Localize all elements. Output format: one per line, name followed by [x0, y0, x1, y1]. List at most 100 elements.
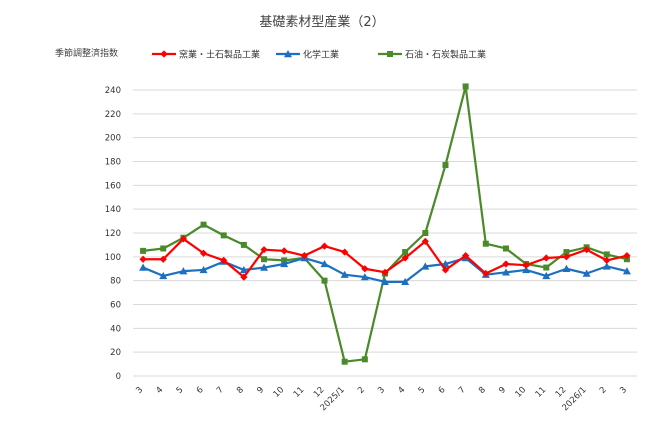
data-point: [602, 262, 611, 270]
legend-label: 窯業・土石製品工業: [179, 49, 260, 61]
data-point: [199, 265, 208, 274]
legend-marker: [387, 51, 393, 57]
data-point: [441, 266, 450, 274]
data-point: [603, 251, 610, 258]
data-point: [139, 255, 147, 263]
data-point: [462, 83, 469, 90]
data-point: [502, 260, 510, 268]
data-point: [300, 252, 308, 260]
data-point: [341, 358, 348, 365]
data-point: [603, 256, 611, 265]
x-tick-label: 7: [215, 385, 226, 396]
x-tick-label: 9: [255, 385, 266, 396]
data-point: [159, 255, 167, 263]
data-point: [623, 252, 631, 260]
data-point: [159, 271, 168, 280]
data-point: [260, 263, 269, 271]
x-tick-label: 4: [154, 385, 165, 396]
x-tick-label: 4: [396, 385, 407, 396]
data-point: [280, 247, 288, 255]
data-point: [220, 256, 228, 265]
x-tick-label: 10: [514, 385, 529, 400]
x-tick-label: 8: [235, 385, 246, 396]
y-tick-label: 240: [105, 86, 121, 96]
data-point: [179, 267, 188, 275]
legend-marker: [160, 50, 168, 58]
data-point: [239, 265, 248, 274]
data-point: [442, 162, 449, 169]
data-point: [340, 270, 349, 278]
data-point: [401, 254, 409, 262]
legend-label: 石油・石炭製品工業: [405, 49, 486, 61]
data-point: [422, 230, 429, 236]
x-tick-label: 12: [554, 385, 569, 400]
y-axis-label: 季節調整済指数: [55, 47, 118, 59]
data-point: [401, 277, 410, 286]
y-tick-label: 200: [105, 134, 121, 144]
data-point: [562, 253, 571, 261]
data-point: [140, 247, 147, 254]
data-point: [421, 237, 429, 245]
series-0: [139, 235, 631, 281]
x-tick-label: 11: [534, 385, 549, 400]
legend-item: 石油・石炭製品工業: [378, 49, 486, 61]
data-point: [482, 269, 490, 278]
x-tick-label: 12: [312, 385, 327, 400]
data-point: [563, 249, 570, 256]
data-point: [320, 242, 329, 250]
x-tick-label: 3: [134, 385, 145, 396]
data-point: [562, 264, 571, 272]
data-point: [361, 356, 368, 363]
x-tick-label: 3: [618, 385, 629, 396]
data-point: [260, 246, 268, 254]
data-point: [160, 245, 167, 252]
y-tick-label: 0: [116, 372, 121, 382]
x-tick-label: 5: [417, 385, 428, 396]
x-tick-label: 8: [477, 385, 488, 396]
data-point: [501, 268, 510, 276]
legend-label: 化学工業: [303, 49, 339, 61]
data-point: [341, 248, 349, 256]
y-tick-label: 160: [105, 181, 121, 191]
data-point: [280, 259, 289, 268]
data-point: [240, 241, 247, 248]
x-tick-label: 9: [497, 385, 508, 396]
data-point: [321, 277, 328, 284]
chart-title: 基礎素材型産業（2）: [259, 14, 384, 30]
legend-item: 化学工業: [276, 49, 339, 61]
data-point: [502, 245, 509, 252]
data-point: [139, 263, 148, 271]
data-point: [542, 254, 550, 262]
data-point: [360, 273, 369, 281]
legend-item: 窯業・土石製品工業: [152, 49, 260, 61]
data-point: [462, 252, 470, 260]
x-tick-label: 5: [175, 385, 186, 396]
data-point: [361, 265, 369, 273]
data-point: [261, 256, 268, 263]
y-tick-label: 80: [110, 277, 121, 287]
data-point: [482, 240, 489, 247]
data-point: [522, 265, 531, 274]
data-point: [421, 262, 430, 270]
y-tick-label: 100: [105, 253, 121, 263]
x-tick-label: 10: [272, 385, 287, 400]
y-tick-label: 120: [105, 229, 121, 239]
x-tick-label: 7: [457, 385, 468, 396]
data-point: [402, 249, 409, 256]
y-axis-ticks: 0 20 40 60 80 100 120 140 160 180 200 220 240: [105, 86, 121, 382]
gridlines: [133, 89, 637, 377]
data-point: [381, 268, 389, 276]
data-point: [320, 259, 329, 268]
data-point: [179, 235, 187, 243]
data-point: [522, 261, 530, 269]
series-2: [140, 83, 630, 365]
x-tick-label: 11: [292, 385, 307, 400]
data-point: [583, 246, 591, 254]
x-tick-label: 6: [437, 385, 448, 396]
legend: 窯業・土石製品工業 化学工業 石油・石炭製品工業: [152, 49, 486, 61]
y-tick-label: 140: [105, 205, 121, 215]
data-point: [220, 232, 227, 239]
y-tick-label: 60: [110, 301, 121, 311]
